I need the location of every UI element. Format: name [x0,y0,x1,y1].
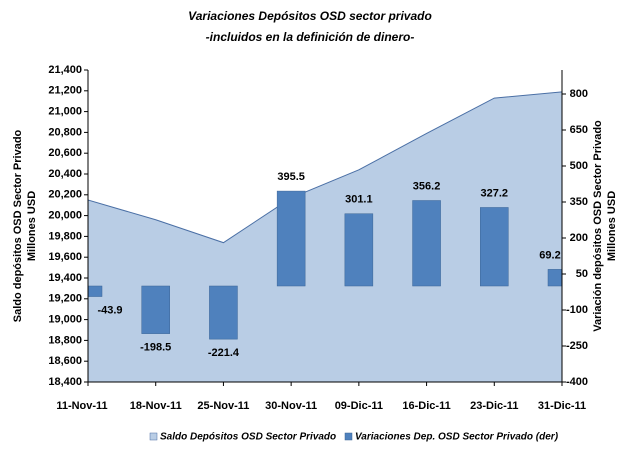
y2-tick-label: 200 [570,232,588,244]
y-tick-label: 20,400 [48,168,82,180]
y-tick-label: 20,600 [48,147,82,159]
y2-axis-label: Millones USD [606,191,618,261]
y-tick-label: 20,000 [48,210,82,222]
plot-area [88,91,562,382]
y2-tick-label: 500 [570,160,588,172]
x-tick-label: 18-Nov-11 [130,400,182,412]
y-axis-label: Millones USD [26,191,38,261]
y2-tick-label: -250 [566,340,588,352]
data-label: -198.5 [140,342,171,354]
y-tick-label: 18,400 [48,376,82,388]
x-tick-label: 11-Nov-11 [56,400,107,412]
chart-subtitle: -incluidos en la definición de dinero- [206,30,415,44]
bar [141,285,170,334]
bar [88,285,103,297]
data-label: -221.4 [208,347,240,359]
y-tick-label: 19,800 [48,230,82,242]
y2-tick-label: 650 [570,124,588,136]
bar [412,200,441,287]
data-label: 395.5 [277,171,305,183]
area [88,91,562,382]
y-tick-label: 20,200 [48,189,82,201]
x-tick-label: 16-Dic-11 [402,400,450,412]
bar [276,190,306,287]
y2-tick-label: -100 [566,304,588,316]
y2-axis-label: Variación depósitos OSD Sector Privado [592,120,604,332]
x-tick-label: 23-Dic-11 [470,400,518,412]
x-tick-label: 09-Dic-11 [335,400,383,412]
y-tick-label: 21,200 [48,85,82,97]
y-tick-label: 19,200 [48,293,82,305]
bar [344,213,374,287]
data-label: 327.2 [481,187,509,199]
y-tick-label: 20,800 [48,126,82,138]
y-tick-label: 19,000 [48,314,82,326]
chart-title: Variaciones Depósitos OSD sector privado [188,9,432,23]
x-tick-label: 31-Dic-11 [538,400,586,412]
data-label: -43.9 [97,304,122,316]
legend-swatch [149,432,158,441]
y-tick-label: 18,800 [48,334,82,346]
bar [209,285,238,340]
y2-tick-label: 350 [570,196,588,208]
legend-label: Variaciones Dep. OSD Sector Privado (der… [355,432,559,443]
y2-tick-label: -400 [566,376,588,388]
y-tick-label: 19,600 [48,251,82,263]
y-axis-label: Saldo depósitos OSD Sector Privado [12,129,24,322]
bar [547,269,562,287]
bar [480,207,509,287]
data-label: 356.2 [413,180,441,192]
legend-label: Saldo Depósitos OSD Sector Privado [160,432,336,443]
x-tick-label: 25-Nov-11 [197,400,249,412]
y2-tick-label: 800 [570,88,588,100]
data-label: 69.2 [539,249,560,261]
legend-swatch [344,432,353,441]
y-tick-label: 21,400 [48,64,82,76]
y2-tick-label: 50 [576,268,588,280]
x-tick-label: 30-Nov-11 [265,400,317,412]
data-label: 301.1 [345,194,373,206]
y-tick-label: 18,600 [48,355,82,367]
y-tick-label: 19,400 [48,272,82,284]
y-tick-label: 21,000 [48,106,82,118]
